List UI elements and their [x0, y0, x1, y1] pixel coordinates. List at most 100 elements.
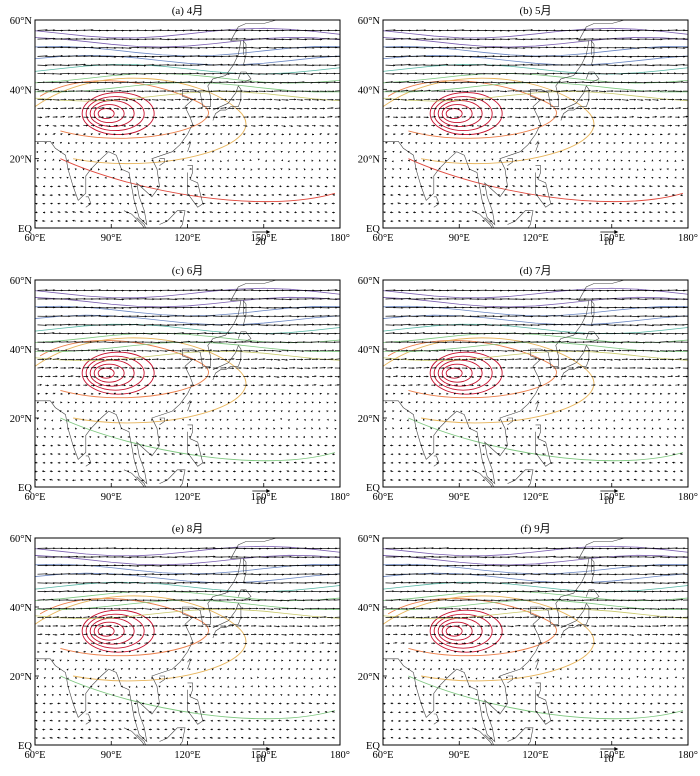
wind-vector-head — [525, 116, 528, 119]
wind-vector-head — [302, 81, 305, 84]
wind-vector-head — [134, 194, 136, 197]
wind-vector-head — [301, 461, 304, 464]
wind-vector-head — [192, 384, 195, 387]
wind-vector-head — [642, 220, 644, 223]
wind-vector-head — [293, 202, 296, 205]
wind-vector-head — [573, 194, 576, 196]
wind-vector-head — [663, 107, 666, 110]
wind-vector-head — [179, 202, 182, 205]
wind-vector-head — [573, 211, 576, 214]
wind-vector-head — [286, 461, 288, 464]
wind-vector-head — [102, 358, 105, 361]
wind-vector-head — [510, 115, 513, 118]
wind-vector-head — [578, 124, 581, 127]
wind-vector-head — [142, 219, 144, 222]
wind-vector-head — [202, 453, 205, 456]
wind-vector-head — [476, 150, 479, 153]
wind-vector-head — [535, 211, 538, 214]
wind-vector-head — [102, 185, 105, 188]
wind-vector-head — [241, 219, 244, 222]
wind-vector-head — [94, 116, 96, 119]
wind-vector-head — [488, 116, 490, 119]
wind-vector-head — [50, 220, 53, 223]
wind-vector-head — [272, 176, 275, 179]
wind-vector-head — [491, 158, 494, 161]
wind-vector-head — [270, 98, 273, 101]
wind-vector-head — [333, 150, 336, 153]
wind-vector-head — [474, 90, 477, 93]
wind-vector-head — [179, 194, 182, 197]
wind-vector-head — [277, 107, 280, 110]
wind-vector-head — [557, 107, 560, 110]
wind-vector-head — [468, 142, 471, 144]
wind-vector-head — [656, 107, 659, 110]
wind-vector-head — [599, 133, 602, 136]
wind-vector-head — [581, 220, 584, 222]
wind-vector-head — [202, 202, 205, 205]
wind-vector-head — [651, 168, 654, 171]
wind-vector-head — [210, 98, 212, 101]
wind-vector-head — [276, 384, 278, 387]
wind-vector-head — [158, 436, 161, 439]
wind-vector-head — [226, 159, 229, 162]
wind-vector-head — [418, 124, 420, 127]
wind-vector-head — [619, 98, 622, 101]
wind-vector-head — [48, 107, 51, 110]
wind-vector-head — [467, 176, 470, 179]
wind-vector-head — [659, 150, 662, 153]
wind-vector-head — [324, 461, 326, 464]
wind-vector-head — [311, 142, 314, 145]
wind-vector-head — [195, 444, 198, 447]
wind-vector-head — [212, 159, 215, 162]
wind-vector-head — [263, 358, 266, 361]
wind-vector-head — [125, 358, 128, 361]
wind-vector-head — [505, 211, 507, 214]
wind-vector-head — [74, 436, 77, 438]
wind-vector-head — [542, 185, 545, 188]
wind-vector-head — [258, 142, 261, 144]
wind-vector-head — [512, 193, 515, 196]
wind-vector-head — [476, 142, 479, 145]
wind-vector-head — [444, 220, 446, 223]
wind-vector-head — [57, 98, 60, 101]
wind-vector-head — [326, 418, 329, 421]
wind-vector-head — [472, 124, 474, 127]
wind-vector-head — [495, 116, 497, 118]
wind-vector-head — [200, 375, 203, 378]
wind-vector-head — [98, 426, 101, 429]
wind-vector-head — [496, 107, 499, 110]
wind-vector-head — [620, 176, 623, 179]
wind-vector-head — [466, 90, 469, 93]
wind-vector-head — [612, 176, 615, 179]
wind-vector-head — [147, 367, 150, 370]
wind-vector-head — [453, 168, 456, 171]
wind-vector-head — [515, 142, 518, 144]
wind-vector-head — [60, 419, 63, 422]
wind-vector-head — [134, 211, 137, 214]
wind-vector-head — [234, 72, 237, 75]
wind-vector-head — [288, 168, 291, 171]
wind-vector-head — [397, 202, 400, 205]
wind-vector-head — [270, 367, 273, 370]
wind-vector-head — [113, 401, 116, 404]
wind-vector-head — [452, 90, 454, 93]
wind-vector-head — [36, 410, 39, 413]
wind-vector-head — [453, 142, 456, 145]
wind-vector-head — [164, 99, 166, 101]
wind-vector-head — [334, 436, 336, 439]
wind-vector-head — [204, 176, 207, 179]
wind-vector-head — [541, 115, 544, 118]
wind-vector-head — [527, 185, 530, 188]
wind-vector-head — [303, 435, 305, 438]
wind-vector-head — [639, 124, 642, 127]
wind-vector-head — [643, 81, 646, 84]
wind-vector-head — [642, 194, 644, 197]
wind-vector-head — [111, 453, 113, 456]
wind-vector-head — [666, 159, 669, 162]
wind-vector-head — [194, 194, 196, 197]
wind-vector-head — [88, 193, 91, 196]
wind-vector-head — [494, 124, 497, 127]
wind-vector-head — [195, 81, 198, 84]
wind-vector-head — [589, 220, 591, 223]
wind-vector-head — [468, 159, 470, 162]
